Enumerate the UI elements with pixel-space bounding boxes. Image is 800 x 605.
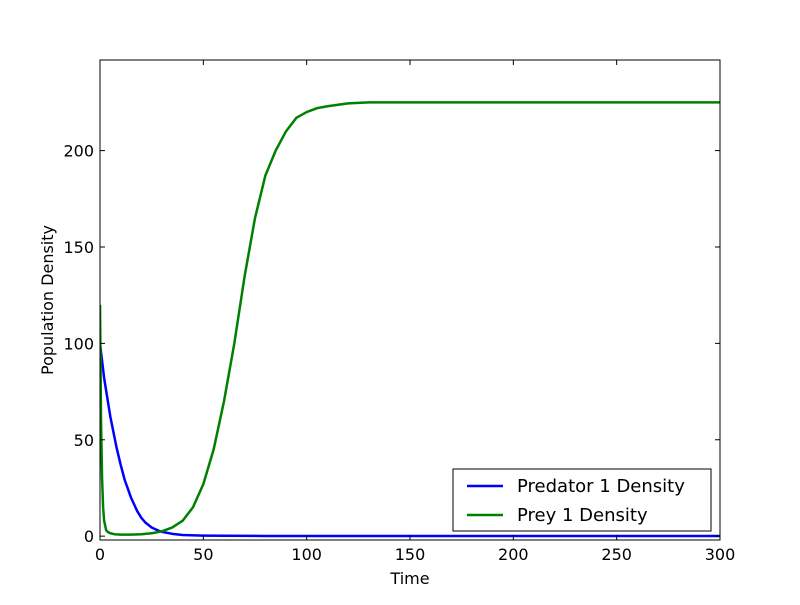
x-tick-label: 50 <box>193 545 213 564</box>
x-axis-label: Time <box>389 569 429 588</box>
plot-layer <box>100 101 720 538</box>
y-tick-label: 0 <box>84 527 94 546</box>
legend-box <box>452 468 712 532</box>
x-tick-label: 200 <box>498 545 529 564</box>
x-tick-label: 0 <box>95 545 105 564</box>
legend: Predator 1 Density Prey 1 Density <box>452 468 712 532</box>
x-tick-label: 250 <box>601 545 632 564</box>
axes-layer: 0 50 100 150 200 250 300 0 50 100 150 200 Time Popula… <box>38 59 736 588</box>
legend-label-1: Predator 1 Density <box>517 476 685 497</box>
y-tick-label: 100 <box>63 334 94 353</box>
x-tick-label: 300 <box>705 545 736 564</box>
legend-label-2: Prey 1 Density <box>517 505 648 526</box>
y-tick-label: 150 <box>63 238 94 257</box>
x-tick-label: 100 <box>291 545 322 564</box>
series-line-1 <box>100 343 720 538</box>
series-line-2 <box>100 101 720 536</box>
y-axis-label: Population Density <box>38 225 57 375</box>
y-tick-label: 200 <box>63 142 94 161</box>
x-tick-label: 150 <box>395 545 426 564</box>
y-tick-label: 50 <box>74 431 94 450</box>
